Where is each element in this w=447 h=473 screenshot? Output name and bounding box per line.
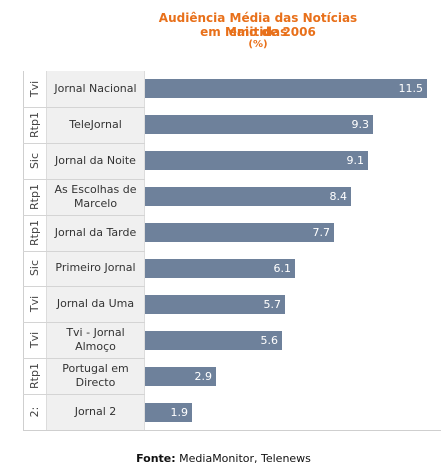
source-note: Fonte: MediaMonitor, Telenews (0, 452, 447, 465)
category-separator (23, 215, 145, 216)
bar: 1.9 (145, 403, 192, 422)
category-label: Jornal da Tarde (48, 226, 143, 240)
category-label-line: Jornal da Noite (55, 154, 136, 167)
category-label-line: Jornal da Tarde (54, 226, 137, 239)
category-label: Jornal da Uma (48, 297, 143, 311)
bar: 11.5 (145, 79, 427, 98)
category-label: TeleJornal (48, 118, 143, 132)
bar: 5.6 (145, 331, 282, 350)
bar-value-label: 11.5 (398, 82, 424, 95)
channel-label: Rtp1 (28, 363, 41, 389)
bar-value-label: 6.1 (273, 262, 292, 275)
category-label-line: As Escolhas de (54, 183, 137, 196)
category-label: As Escolhas de Marcelo (48, 183, 143, 211)
channel-label: 2: (28, 406, 41, 418)
category-label-line: Jornal da Uma (56, 297, 135, 310)
bar: 8.4 (145, 187, 351, 206)
channel-label: Rtp1 (28, 220, 41, 246)
category-label: Jornal da Noite (48, 154, 143, 168)
category-separator (23, 143, 145, 144)
bar-value-label: 5.7 (263, 298, 282, 311)
bar: 5.7 (145, 295, 285, 314)
bar-value-label: 9.3 (351, 118, 370, 131)
category-label: Portugal em Directo (48, 362, 143, 390)
category-label-line: Portugal em (62, 362, 129, 375)
channel-label: Tvi (28, 80, 41, 98)
category-label-line: Marcelo (73, 197, 118, 210)
bar: 2.9 (145, 367, 216, 386)
category-label: Jornal 2 (48, 405, 143, 419)
category-label-line: Jornal Nacional (54, 82, 137, 95)
bar-value-label: 9.1 (346, 154, 365, 167)
category-label-line: Jornal 2 (74, 405, 117, 418)
channel-label: Rtp1 (28, 112, 41, 138)
channel-label: Tvi (28, 295, 41, 313)
category-separator (23, 251, 145, 252)
category-label: Tvi - Jornal Almoço (48, 326, 143, 354)
bar-value-label: 2.9 (194, 370, 213, 383)
category-label-line: Directo (75, 376, 116, 389)
category-separator (23, 286, 145, 287)
chart-title-line2: em Maio de 2006 (200, 25, 316, 39)
category-label: Jornal Nacional (48, 82, 143, 96)
bar: 7.7 (145, 223, 334, 242)
category-label-line: Tvi - Jornal (66, 326, 125, 339)
category-label-column (46, 71, 145, 430)
chart-subtitle: (%) (248, 39, 268, 50)
chart-title: Audiência Média das Notícias emitidas (158, 11, 358, 39)
category-label-line: TeleJornal (69, 118, 122, 131)
category-separator (23, 179, 145, 180)
source-label: Fonte: (136, 452, 176, 465)
category-label-line: Primeiro Jornal (55, 261, 136, 274)
source-text: MediaMonitor, Telenews (179, 452, 311, 465)
category-label-line: Almoço (75, 340, 116, 353)
category-label: Primeiro Jornal (48, 261, 143, 275)
channel-label: Sic (28, 152, 41, 170)
channel-label: Sic (28, 259, 41, 277)
bar-value-label: 5.6 (260, 334, 279, 347)
channel-label: Rtp1 (28, 184, 41, 210)
category-separator (23, 322, 145, 323)
bar-value-label: 1.9 (170, 406, 189, 419)
bar: 9.3 (145, 115, 373, 134)
bar: 9.1 (145, 151, 368, 170)
channel-label: Tvi (28, 331, 41, 349)
bar: 6.1 (145, 259, 295, 278)
category-separator (23, 358, 145, 359)
category-separator (23, 107, 145, 108)
bar-value-label: 7.7 (312, 226, 331, 239)
category-separator (23, 394, 145, 395)
bar-value-label: 8.4 (329, 190, 348, 203)
